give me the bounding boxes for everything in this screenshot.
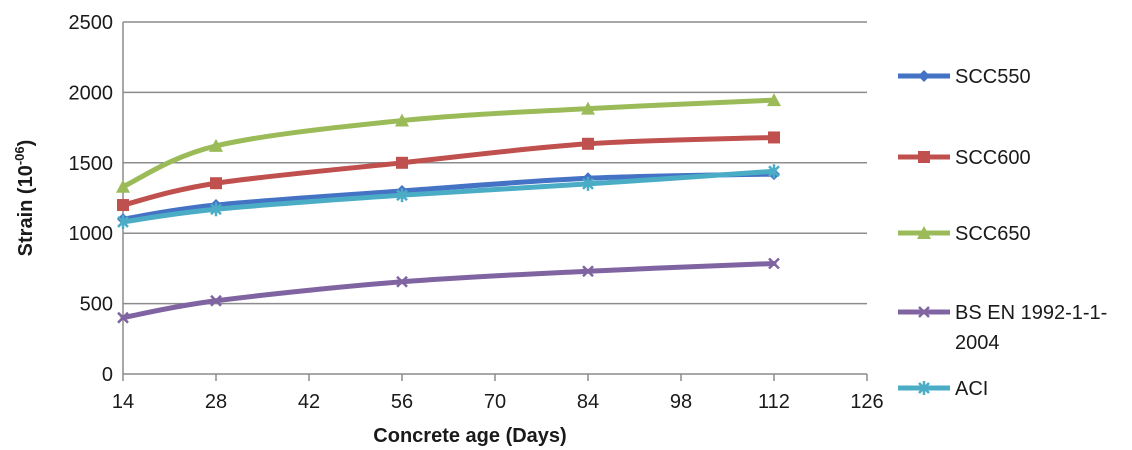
legend-marker-scc550 xyxy=(918,70,930,82)
legend-label-scc600: SCC600 xyxy=(955,147,1031,169)
legend-item-scc600: SCC600 xyxy=(898,147,1031,169)
legend-label-aci: ACI xyxy=(955,378,988,400)
legend: SCC550 SCC600 SCC650 BS EN 1992-1-1- 2004 ACI xyxy=(898,66,1107,400)
point-scc600-28 xyxy=(210,177,222,189)
x-tick-label-70: 70 xyxy=(484,391,506,413)
x-tick-label-28: 28 xyxy=(205,391,227,413)
y-axis-title: Strain (10-06) xyxy=(12,140,37,257)
x-tick-label-126: 126 xyxy=(850,391,883,413)
legend-marker-scc600 xyxy=(918,151,930,163)
y-tick-label-500: 500 xyxy=(80,294,113,316)
legend-item-scc650: SCC650 xyxy=(898,223,1031,245)
legend-label-bs-en-1992-1-1-2004-line2: 2004 xyxy=(955,332,1000,354)
y-tick-label-2500: 2500 xyxy=(69,12,114,34)
legend-label-scc550: SCC550 xyxy=(955,66,1031,88)
gridlines xyxy=(123,22,867,304)
x-tick-label-112: 112 xyxy=(758,391,790,413)
legend-label-scc650: SCC650 xyxy=(955,223,1031,245)
y-tick-label-1500: 1500 xyxy=(69,153,114,175)
point-scc600-56 xyxy=(396,157,408,169)
y-tick-label-2000: 2000 xyxy=(69,82,114,104)
x-axis-title: Concrete age (Days) xyxy=(373,425,566,447)
y-axis-title-close: ) xyxy=(15,140,37,147)
point-scc600-84 xyxy=(582,138,594,150)
y-axis-title-exponent: -06 xyxy=(12,146,27,165)
x-tick-label-14: 14 xyxy=(112,391,134,413)
legend-item-scc550: SCC550 xyxy=(898,66,1031,88)
x-tick-label-84: 84 xyxy=(577,391,599,413)
line-bs-en-1992-1-1-2004 xyxy=(123,263,774,317)
series-lines xyxy=(116,93,781,323)
legend-item-aci: ACI xyxy=(898,378,988,400)
legend-label-bs-en-1992-1-1-2004: BS EN 1992-1-1- xyxy=(955,302,1107,324)
x-tick-label-98: 98 xyxy=(670,391,692,413)
y-tick-label-1000: 1000 xyxy=(69,223,114,245)
x-tick-label-42: 42 xyxy=(298,391,320,413)
point-scc600-14 xyxy=(117,199,129,211)
y-tick-label-0: 0 xyxy=(102,364,113,386)
point-scc600-112 xyxy=(768,131,780,143)
x-tick-label-56: 56 xyxy=(391,391,413,413)
legend-item-bs-en-1992-1-1-2004: BS EN 1992-1-1- 2004 xyxy=(898,302,1107,354)
series-bs-en-1992-1-1-2004 xyxy=(118,258,779,322)
